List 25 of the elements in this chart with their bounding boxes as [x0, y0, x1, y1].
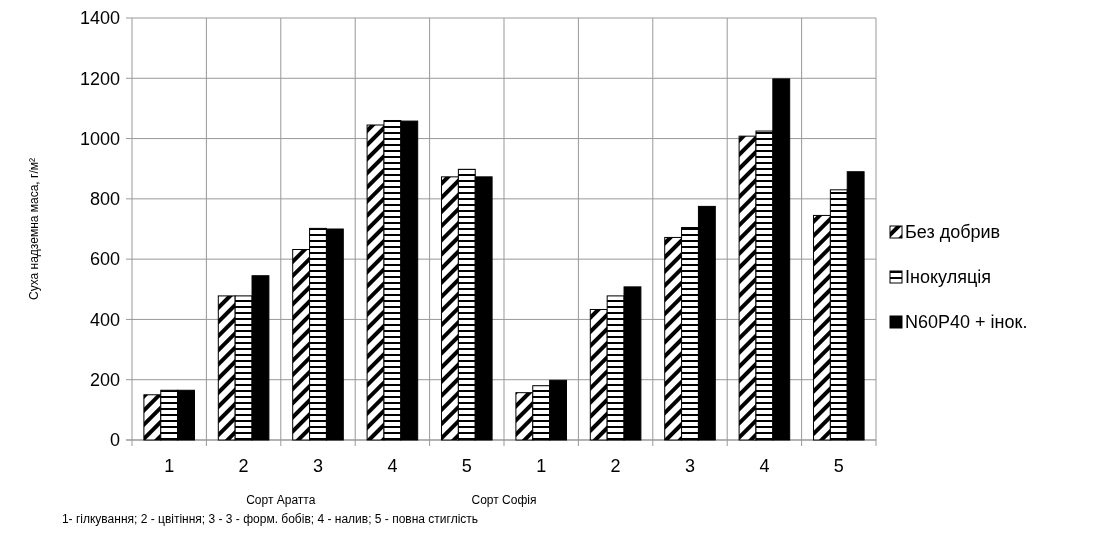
- text: 1- гілкування; 2 - цвітіння; 3 - 3 - форм. бобів; 4 - налив; 5 - повна стиглість: [61, 512, 479, 526]
- x-tick-label: 1: [164, 456, 175, 476]
- x-tick-label: 5: [833, 456, 844, 476]
- x-tick-label: 4: [759, 456, 770, 476]
- y-tick-label: 800: [89, 189, 120, 210]
- y-tick-label: 1200: [79, 68, 120, 89]
- legend-label: N60P40 + інок.: [905, 312, 1028, 333]
- x-tick-label: 3: [684, 456, 696, 476]
- x-tick-label: 2: [238, 456, 249, 476]
- legend-label: Інокуляція: [905, 267, 991, 288]
- x-tick-label: 4: [387, 456, 398, 476]
- y-tick-label: 400: [89, 309, 120, 330]
- x-tick-label: 5: [461, 456, 472, 476]
- text: Сорт Софія: [471, 493, 537, 507]
- x-tick-label: 2: [610, 456, 621, 476]
- y-tick-label: 1400: [79, 8, 120, 29]
- y-tick-label: 200: [89, 370, 120, 391]
- text: Сорт Аратта: [246, 493, 316, 507]
- x-tick-label: 3: [312, 456, 324, 476]
- x-tick-label: 1: [536, 456, 547, 476]
- y-tick-label: 1000: [79, 128, 120, 149]
- legend-label: Без добрив: [905, 222, 1001, 243]
- y-tick-label: 0: [109, 430, 120, 451]
- y-axis-title: Суха надземна маса, г/м²: [27, 158, 41, 300]
- y-tick-label: 600: [89, 249, 120, 270]
